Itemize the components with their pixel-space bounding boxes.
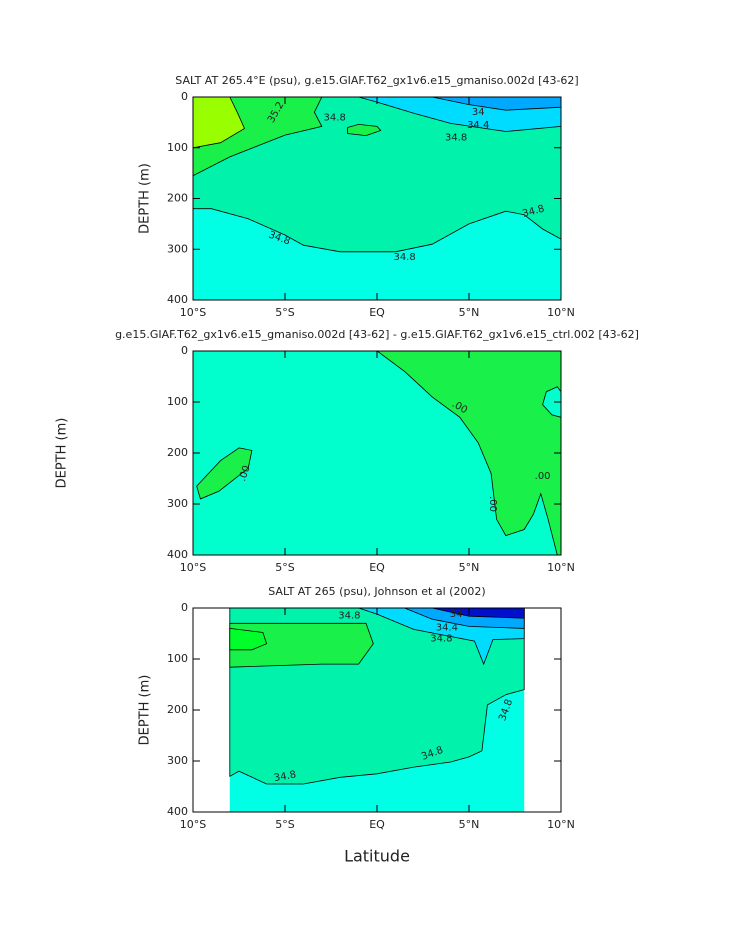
contour-label: 34.8 [273,769,297,784]
contour-label: 34 [450,609,463,620]
x-tick-label: EQ [369,818,385,831]
x-axis-label: Latitude [344,847,410,866]
contour-label: 34.4 [436,622,458,633]
y-tick-label: 400 [167,805,188,818]
x-tick-label: 5°S [275,561,294,574]
y-tick-label: 0 [181,90,188,103]
x-tick-label: 10°S [180,561,206,574]
contour-fill [229,627,268,651]
chart-title: SALT AT 265 (psu), Johnson et al (2002) [268,585,485,598]
contour-label: 34.8 [393,252,415,263]
x-tick-label: EQ [369,306,385,319]
y-tick-label: 200 [167,703,188,716]
contour-label: .00 [487,496,498,512]
contour-fill [347,123,382,137]
x-tick-label: 10°S [180,306,206,319]
x-tick-label: 10°N [547,306,575,319]
x-tick-label: 5°S [275,818,294,831]
x-tick-label: 5°S [275,306,294,319]
contour-label: .00 [535,471,551,482]
y-tick-label: 400 [167,293,188,306]
y-axis-label: DEPTH (m) [138,675,153,746]
contour-label: 34 [472,107,485,118]
y-tick-label: 300 [167,242,188,255]
y-tick-label: 100 [167,395,188,408]
y-tick-label: 400 [167,548,188,561]
y-axis-label: DEPTH (m) [55,418,70,489]
contour-label: 34.8 [338,611,360,622]
contour-fill [192,96,562,253]
y-tick-label: 300 [167,754,188,767]
chart-title: g.e15.GIAF.T62_gx1v6.e15_gmaniso.002d [4… [115,328,639,341]
contour-label: 34.8 [445,133,467,144]
contour-fill [229,622,374,668]
contour-label: 34.8 [430,634,452,645]
x-tick-label: 5°N [459,306,480,319]
y-tick-label: 300 [167,497,188,510]
y-axis-label: DEPTH (m) [138,163,153,234]
x-tick-label: 10°N [547,818,575,831]
y-tick-label: 0 [181,601,188,614]
x-tick-label: 10°S [180,818,206,831]
y-tick-label: 200 [167,192,188,205]
x-tick-label: 5°N [459,561,480,574]
x-tick-label: 5°N [459,818,480,831]
y-tick-label: 200 [167,446,188,459]
contour-label: .00 [237,464,253,483]
x-tick-label: 10°N [547,561,575,574]
y-tick-label: 0 [181,344,188,357]
contour-fill [196,447,253,500]
contour-label: 34.4 [467,120,489,131]
y-tick-label: 100 [167,141,188,154]
chart-title: SALT AT 265.4°E (psu), g.e15.GIAF.T62_gx… [175,74,578,87]
y-tick-label: 100 [167,652,188,665]
contour-label: 34.8 [324,112,346,123]
x-tick-label: EQ [369,561,385,574]
